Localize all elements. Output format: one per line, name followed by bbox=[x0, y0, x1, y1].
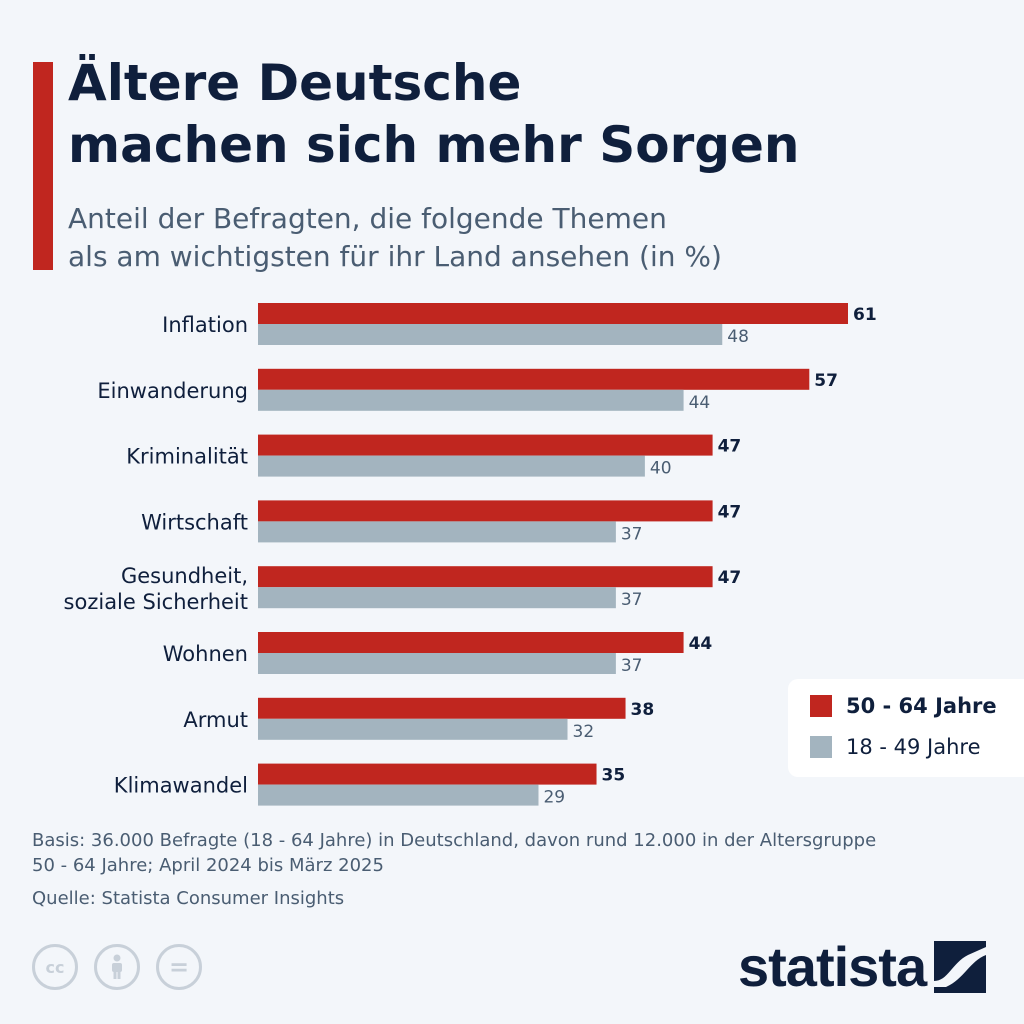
legend-item-50-64: 50 - 64 Jahre bbox=[810, 691, 997, 721]
bar-50-64 bbox=[258, 500, 713, 522]
bar-50-64 bbox=[258, 763, 597, 785]
chart-legend: 50 - 64 Jahre 18 - 49 Jahre bbox=[788, 679, 1024, 777]
value-label-18-49: 32 bbox=[573, 722, 595, 742]
bar-chart: 61 48 Inflation 57 44 Einwanderung 47 40 Krimina… bbox=[64, 303, 877, 808]
legend-label: 50 - 64 Jahre bbox=[846, 694, 997, 718]
value-label-50-64: 35 bbox=[602, 766, 626, 786]
bar-18-49 bbox=[258, 784, 539, 806]
category-label: Gesundheit, bbox=[121, 564, 248, 588]
value-label-18-49: 37 bbox=[621, 524, 643, 544]
cc-icon-glyph: cc bbox=[45, 957, 65, 977]
category-label: Einwanderung bbox=[97, 379, 248, 403]
category-label: Wohnen bbox=[163, 642, 248, 666]
legend-item-18-49: 18 - 49 Jahre bbox=[810, 732, 981, 762]
value-label-18-49: 40 bbox=[650, 459, 672, 479]
value-label-50-64: 44 bbox=[689, 634, 713, 654]
value-label-50-64: 47 bbox=[718, 568, 742, 588]
value-label-18-49: 29 bbox=[543, 788, 565, 808]
value-label-18-49: 37 bbox=[621, 590, 643, 610]
bar-50-64 bbox=[258, 632, 684, 653]
legend-swatch-grey bbox=[810, 736, 832, 758]
value-label-50-64: 47 bbox=[718, 437, 742, 457]
category-label: Wirtschaft bbox=[141, 510, 248, 534]
value-label-18-49: 48 bbox=[727, 327, 749, 347]
value-label-50-64: 38 bbox=[631, 700, 655, 720]
attribution-icon[interactable] bbox=[94, 944, 140, 990]
license-icons: cc = bbox=[32, 944, 218, 990]
chart-subtitle-line: als am wichtigsten für ihr Land ansehen … bbox=[68, 240, 722, 273]
title-accent-bar bbox=[33, 62, 53, 270]
statista-logo-icon bbox=[934, 941, 987, 993]
chart-title-line: Ältere Deutsche bbox=[68, 54, 522, 112]
chart-subtitle-line: Anteil der Befragten, die folgende Theme… bbox=[68, 202, 667, 235]
logo-wordmark: statista bbox=[738, 935, 927, 998]
category-label: Inflation bbox=[162, 313, 248, 337]
chart-title: Ältere Deutsche machen sich mehr Sorgen bbox=[68, 52, 968, 176]
value-label-50-64: 47 bbox=[718, 502, 742, 522]
chart-subtitle: Anteil der Befragten, die folgende Theme… bbox=[68, 200, 968, 276]
footnote-line: Basis: 36.000 Befragte (18 - 64 Jahre) i… bbox=[32, 830, 877, 851]
footnote: Basis: 36.000 Befragte (18 - 64 Jahre) i… bbox=[32, 828, 992, 878]
category-label: Armut bbox=[183, 708, 248, 732]
legend-swatch-red bbox=[810, 695, 832, 717]
cc-icon[interactable]: cc bbox=[32, 944, 78, 990]
bar-50-64 bbox=[258, 697, 626, 719]
bar-18-49 bbox=[258, 521, 616, 543]
bar-50-64 bbox=[258, 434, 713, 456]
footnote-line: 50 - 64 Jahre; April 2024 bis März 2025 bbox=[32, 855, 384, 876]
statista-logo[interactable]: statista bbox=[738, 935, 987, 998]
bar-18-49 bbox=[258, 587, 616, 609]
source-note: Quelle: Statista Consumer Insights bbox=[32, 888, 345, 909]
bar-50-64 bbox=[258, 303, 848, 324]
value-label-50-64: 57 bbox=[814, 371, 838, 391]
value-label-18-49: 44 bbox=[689, 393, 711, 413]
no-derivatives-icon[interactable]: = bbox=[156, 944, 202, 990]
category-label: Klimawandel bbox=[114, 774, 248, 798]
person-icon bbox=[112, 954, 122, 979]
value-label-50-64: 61 bbox=[853, 305, 877, 325]
category-label: soziale Sicherheit bbox=[64, 590, 248, 614]
value-label-18-49: 37 bbox=[621, 656, 643, 676]
bar-50-64 bbox=[258, 566, 713, 588]
bar-18-49 bbox=[258, 455, 645, 477]
bar-18-49 bbox=[258, 324, 723, 345]
nd-icon-glyph: = bbox=[168, 953, 190, 981]
bar-18-49 bbox=[258, 389, 684, 411]
category-label: Kriminalität bbox=[126, 445, 248, 469]
legend-label: 18 - 49 Jahre bbox=[846, 735, 981, 759]
bar-18-49 bbox=[258, 718, 568, 740]
bar-18-49 bbox=[258, 653, 616, 674]
bar-50-64 bbox=[258, 368, 810, 390]
chart-title-line: machen sich mehr Sorgen bbox=[68, 116, 800, 174]
